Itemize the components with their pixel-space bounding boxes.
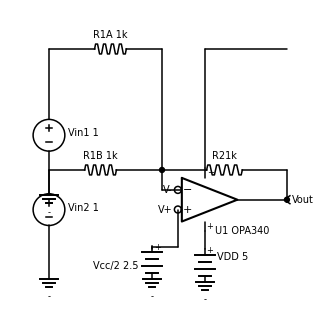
Text: V-: V- xyxy=(164,185,173,195)
Text: -: - xyxy=(47,292,50,301)
Text: -: - xyxy=(203,295,206,304)
Text: -: - xyxy=(47,208,50,216)
Text: R1B 1k: R1B 1k xyxy=(83,151,118,161)
Text: Vcc/2 2.5: Vcc/2 2.5 xyxy=(93,261,138,271)
Text: −: − xyxy=(207,168,214,177)
Circle shape xyxy=(284,197,289,202)
Text: −: − xyxy=(183,185,193,195)
Text: V+: V+ xyxy=(158,205,173,214)
Text: U1 OPA340: U1 OPA340 xyxy=(215,226,269,236)
Text: Vin1 1: Vin1 1 xyxy=(68,128,98,138)
Text: R1A 1k: R1A 1k xyxy=(93,30,128,40)
Text: R21k: R21k xyxy=(212,151,237,161)
Circle shape xyxy=(160,167,164,172)
Text: +: + xyxy=(154,243,161,252)
Text: +: + xyxy=(183,205,193,214)
Text: VDD 5: VDD 5 xyxy=(216,252,248,262)
Text: -: - xyxy=(151,292,154,301)
Text: Vout: Vout xyxy=(292,195,314,205)
Text: Vin2 1: Vin2 1 xyxy=(68,203,99,213)
Text: +: + xyxy=(207,246,214,255)
Text: +: + xyxy=(207,222,214,231)
